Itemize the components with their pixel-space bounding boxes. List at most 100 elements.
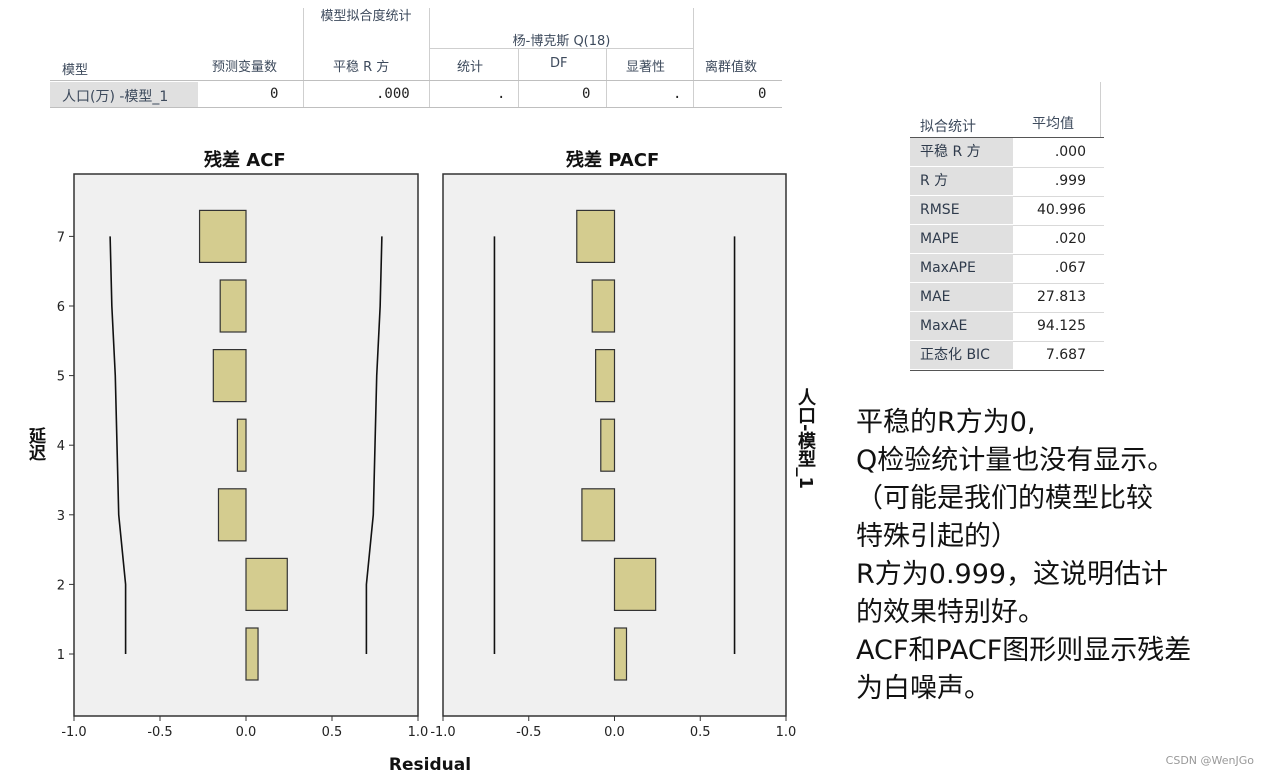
fit-row-value: .999 [1054, 173, 1086, 189]
fit-row-value: 94.125 [1037, 318, 1086, 334]
table-rule [910, 137, 1104, 138]
fit-row-label: 正态化 BIC [910, 341, 1013, 369]
y-tick-label: 2 [57, 578, 65, 593]
note-line: ACF和PACF图形则显示残差 [856, 635, 1192, 666]
bar-lag-2 [245, 557, 288, 612]
fit-row-label: MaxAE [910, 312, 1013, 340]
note-line: 特殊引起的） [856, 521, 1018, 552]
bar-lag-7 [576, 209, 616, 263]
fit-row-label: R 方 [910, 167, 1013, 195]
bar-lag-2 [613, 557, 657, 612]
x-tick-label: -1.0 [61, 725, 86, 740]
x-tick-label: -0.5 [516, 725, 541, 740]
x-tick-label: 1.0 [408, 725, 429, 740]
table-rule [50, 80, 782, 81]
y-tick-label: 6 [57, 300, 65, 315]
fit-row: MaxAPE .067 [910, 254, 1104, 284]
col-header-stationary-r2: 平稳 R 方 [333, 60, 390, 75]
fit-header-stat: 拟合统计 [920, 119, 976, 135]
notes-text: 平稳的R方为0, Q检验统计量也没有显示。 （可能是我们的模型比较 特殊引起的）… [856, 404, 1236, 708]
pacf-chart-title: 残差 PACF [566, 150, 660, 171]
cell-significance: . [673, 86, 682, 102]
fit-row-label: MAPE [910, 225, 1013, 253]
table-rule [50, 107, 782, 108]
note-line: 为白噪声。 [856, 673, 991, 704]
fit-row-value: 40.996 [1037, 202, 1086, 218]
col-header-predictors: 预测变量数 [212, 60, 278, 75]
fit-row-value: .067 [1054, 260, 1086, 276]
bar-lag-1 [245, 627, 259, 681]
group-header-ljung-box: 杨-博克斯 Q(18) [512, 34, 611, 49]
row-label-model: 人口(万) -模型_1 [62, 89, 169, 105]
bar-lag-5 [212, 349, 247, 403]
fit-row: MAE 27.813 [910, 283, 1104, 313]
x-tick-label: 0.5 [690, 725, 711, 740]
bar-lag-6 [591, 279, 616, 333]
note-line: R方为0.999，这说明估计 [856, 559, 1169, 590]
col-header-df: DF [550, 56, 568, 71]
acf-pacf-charts: -1.0 -0.5 0.0 0.5 1.0 1 2 3 4 5 6 7 -1.0 -0.5 0.0 0.5 1… [25, 173, 797, 775]
x-tick-label: -0.5 [147, 725, 172, 740]
x-tick-label: 0.0 [236, 725, 257, 740]
fit-row: RMSE 40.996 [910, 196, 1104, 226]
fit-row: R 方 .999 [910, 167, 1104, 197]
bar-lag-7 [198, 209, 247, 263]
bar-lag-1 [613, 627, 628, 681]
note-line: 的效果特别好。 [856, 597, 1045, 628]
table-divider [693, 8, 694, 108]
x-tick-label: 1.0 [776, 725, 797, 740]
note-line: 平稳的R方为0, [856, 407, 1036, 438]
fit-row-value: .020 [1054, 231, 1086, 247]
cell-statistic: . [497, 86, 506, 102]
fit-row-label: 平稳 R 方 [910, 138, 1013, 166]
fit-row: MAPE .020 [910, 225, 1104, 255]
fit-row-label: RMSE [910, 196, 1013, 224]
acf-chart-title: 残差 ACF [204, 150, 286, 171]
cell-stationary-r2: .000 [376, 86, 410, 102]
col-header-model: 模型 [62, 63, 89, 78]
bar-lag-6 [219, 279, 247, 333]
watermark: CSDN @WenJGo [1165, 754, 1254, 767]
model-side-label: 人口-模型_1 [795, 388, 816, 489]
table-divider [429, 8, 430, 108]
col-header-statistic: 统计 [457, 60, 484, 75]
cell-outliers: 0 [758, 86, 767, 102]
fit-row: 正态化 BIC 7.687 [910, 341, 1104, 371]
cell-df: 0 [582, 86, 591, 102]
bar-lag-3 [581, 488, 616, 542]
x-tick-label: 0.5 [322, 725, 343, 740]
note-line: （可能是我们的模型比较 [856, 483, 1153, 514]
upper-confidence-line [365, 236, 383, 654]
fit-row-value: .000 [1054, 144, 1086, 160]
col-header-outliers: 离群值数 [705, 60, 758, 75]
y-tick-label: 4 [57, 439, 65, 454]
x-axis-label: Residual [389, 755, 471, 775]
bar-lag-4 [600, 418, 616, 472]
group-header-fit: 模型拟合度统计 [320, 9, 412, 24]
y-tick-label: 5 [57, 370, 65, 385]
table-divider [518, 48, 519, 108]
acf-panel: -1.0 -0.5 0.0 0.5 1.0 1 2 3 4 5 6 7 [57, 173, 429, 740]
bar-lag-3 [217, 488, 247, 542]
y-axis-label: 延迟 [25, 426, 47, 462]
bar-lag-4 [236, 418, 247, 472]
fit-row-value: 7.687 [1045, 347, 1086, 363]
fit-row: 平稳 R 方 .000 [910, 138, 1104, 168]
lower-confidence-line [109, 236, 127, 654]
table-divider [430, 48, 693, 49]
bar-lag-5 [595, 349, 616, 403]
y-tick-label: 3 [57, 509, 65, 524]
x-tick-label: 0.0 [604, 725, 625, 740]
fit-row-label: MAE [910, 283, 1013, 311]
fit-row-label: MaxAPE [910, 254, 1013, 282]
table-divider [303, 8, 304, 108]
pacf-panel: -1.0 -0.5 0.0 0.5 1.0 [430, 173, 797, 740]
row-label-cell [50, 82, 198, 107]
y-tick-label: 1 [57, 648, 65, 663]
cell-predictors: 0 [270, 86, 279, 102]
fit-row: MaxAE 94.125 [910, 312, 1104, 342]
note-line: Q检验统计量也没有显示。 [856, 445, 1175, 476]
table-divider [1100, 82, 1101, 137]
fit-row-value: 27.813 [1037, 289, 1086, 305]
x-tick-label: -1.0 [430, 725, 455, 740]
